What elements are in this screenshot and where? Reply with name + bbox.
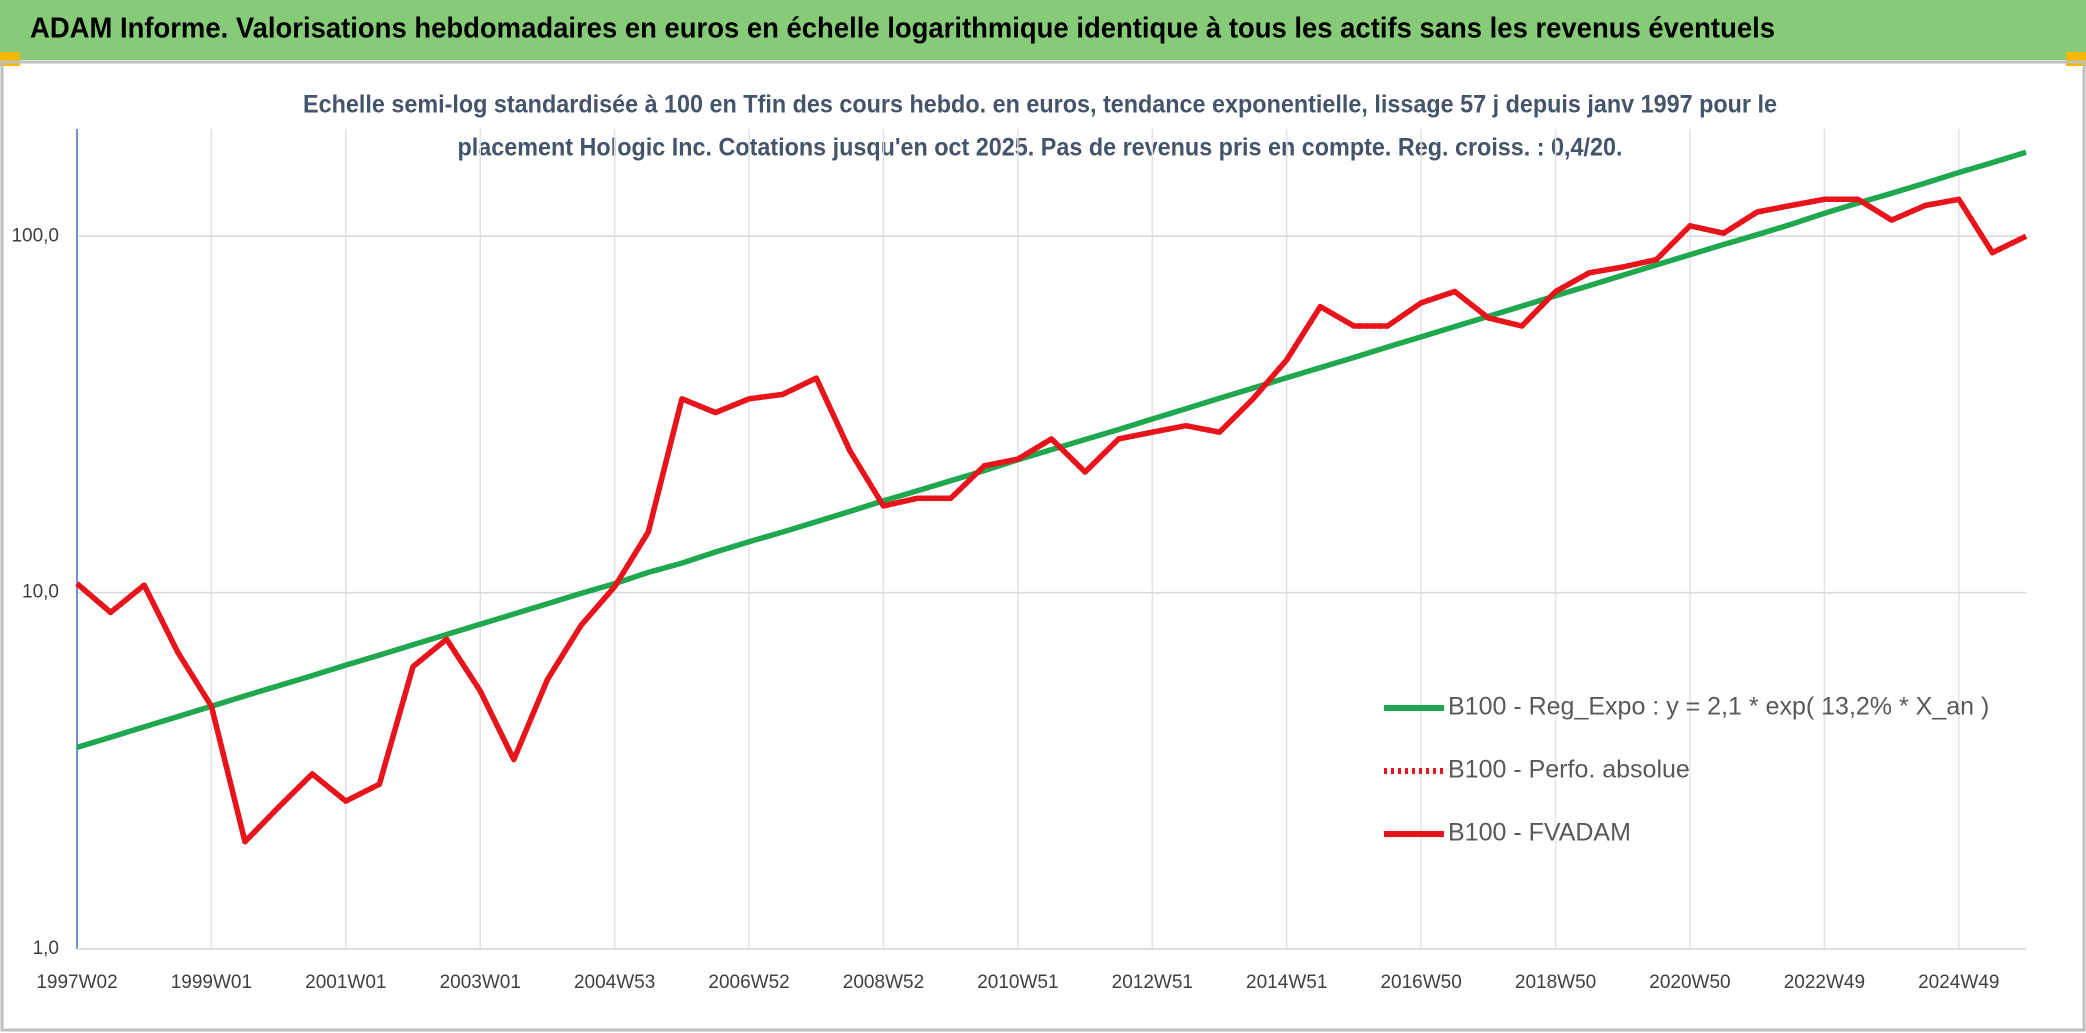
x-tick-label: 2008W52	[843, 972, 924, 993]
x-tick-label: 1997W02	[36, 972, 117, 993]
x-tick-label: 2006W52	[708, 972, 789, 993]
x-tick-label: 2001W01	[305, 972, 386, 993]
x-tick-label: 2012W51	[1112, 972, 1193, 993]
x-tick-label: 2022W49	[1784, 972, 1865, 993]
chart-frame	[0, 60, 2086, 1032]
chart-subtitle: Echelle semi-log standardisée à 100 en T…	[303, 91, 1777, 119]
chart-subtitle: placement Hologic Inc. Cotations jusqu'e…	[458, 134, 1623, 162]
legend-label: B100 - Perfo. absolue	[1448, 756, 1690, 784]
x-tick-label: 2003W01	[440, 972, 521, 993]
title-bar	[0, 0, 2086, 60]
legend-label: B100 - FVADAM	[1448, 819, 1631, 847]
x-tick-label: 2004W53	[574, 972, 655, 993]
legend-label: B100 - Reg_Expo : y = 2,1 * exp( 13,2% *…	[1448, 693, 1989, 721]
x-tick-label: 2010W51	[977, 972, 1058, 993]
chart-title: ADAM Informe. Valorisations hebdomadaire…	[30, 13, 1775, 45]
x-tick-label: 2016W50	[1380, 972, 1461, 993]
y-tick-label: 10,0	[22, 582, 59, 603]
y-tick-label: 100,0	[11, 225, 59, 246]
series-line	[75, 196, 2028, 845]
x-tick-label: 2024W49	[1918, 972, 1999, 993]
x-tick-label: 1999W01	[171, 972, 252, 993]
x-tick-label: 2020W50	[1649, 972, 1730, 993]
x-tick-label: 2014W51	[1246, 972, 1327, 993]
y-tick-label: 1,0	[33, 938, 59, 959]
series-line	[76, 149, 2027, 751]
x-tick-label: 2018W50	[1515, 972, 1596, 993]
